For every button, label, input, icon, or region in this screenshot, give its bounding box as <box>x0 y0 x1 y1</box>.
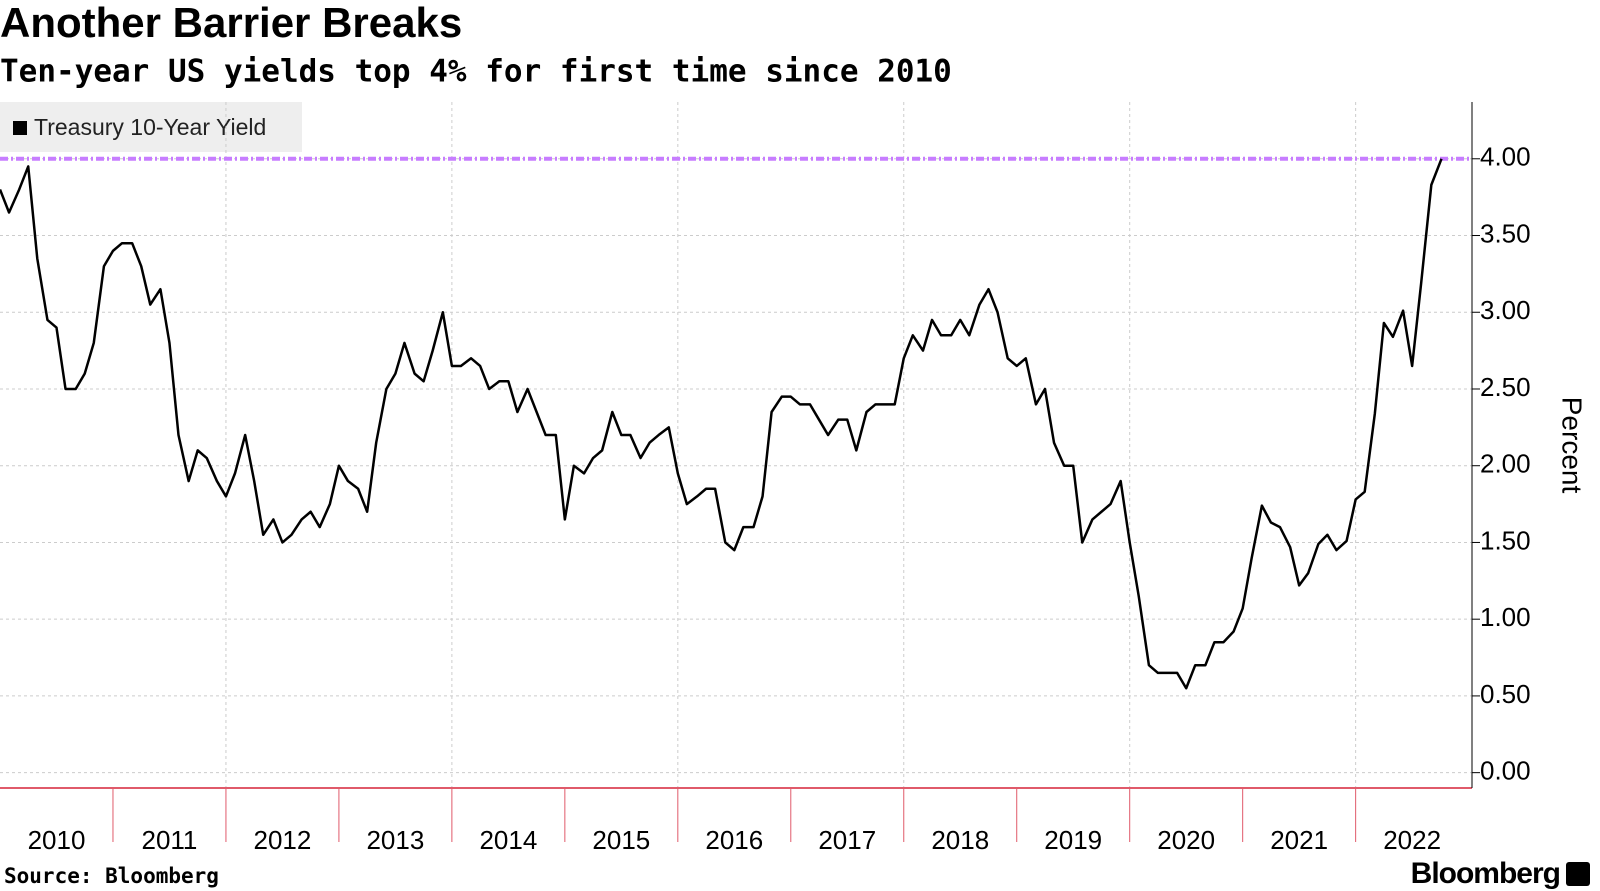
x-tick-label: 2020 <box>1157 825 1215 855</box>
x-tick-label: 2010 <box>28 825 86 855</box>
x-tick-label: 2022 <box>1383 825 1441 855</box>
brand-icon <box>1566 862 1590 886</box>
y-tick-label: 0.50 <box>1480 679 1531 709</box>
chart-subtitle: Ten-year US yields top 4% for first time… <box>0 54 952 90</box>
y-tick-label: 0.00 <box>1480 756 1531 786</box>
y-axis-label: Percent <box>1557 397 1588 494</box>
brand: Bloomberg <box>1411 857 1560 890</box>
y-tick-label: 1.00 <box>1480 602 1531 632</box>
x-tick-label: 2014 <box>479 825 537 855</box>
x-tick-label: 2019 <box>1044 825 1102 855</box>
y-tick-label: 2.00 <box>1480 449 1531 479</box>
y-tick-label: 4.00 <box>1480 142 1531 172</box>
line-series <box>0 158 1443 690</box>
x-tick-label: 2011 <box>141 825 197 855</box>
x-tick-label: 2015 <box>592 825 650 855</box>
x-tick-label: 2018 <box>931 825 989 855</box>
x-tick-label: 2016 <box>705 825 763 855</box>
y-tick-label: 3.50 <box>1480 218 1531 248</box>
chart-title: Another Barrier Breaks <box>0 0 462 46</box>
legend-swatch <box>13 121 27 135</box>
x-tick-label: 2012 <box>254 825 312 855</box>
x-tick-label: 2021 <box>1270 825 1328 855</box>
x-tick-label: 2013 <box>366 825 424 855</box>
x-tick-label: 2017 <box>818 825 876 855</box>
y-tick-label: 3.00 <box>1480 295 1531 325</box>
source: Source: Bloomberg <box>4 864 219 888</box>
legend-label: Treasury 10-Year Yield <box>34 114 266 140</box>
legend-box <box>0 102 302 152</box>
y-tick-label: 2.50 <box>1480 372 1531 402</box>
y-tick-label: 1.50 <box>1480 525 1531 555</box>
